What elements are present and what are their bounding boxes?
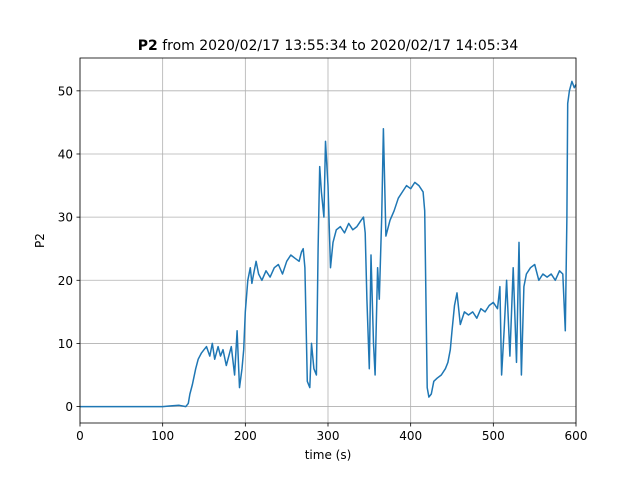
y-tick-label: 30 (58, 211, 73, 225)
title-bold: P2 (138, 38, 158, 54)
x-tick-label: 200 (234, 429, 257, 443)
title-rest: from 2020/02/17 13:55:34 to 2020/02/17 1… (158, 38, 519, 54)
x-tick-label: 100 (151, 429, 174, 443)
x-tick-label: 600 (565, 429, 588, 443)
y-axis-label: P2 (33, 233, 47, 248)
x-tick-label: 400 (399, 429, 422, 443)
grid (79, 58, 577, 423)
chart-title: P2 from 2020/02/17 13:55:34 to 2020/02/1… (138, 38, 519, 54)
y-tick-label: 0 (65, 400, 73, 414)
y-tick-label: 50 (58, 84, 73, 98)
x-tick-label: 300 (317, 429, 340, 443)
y-tick-label: 40 (58, 147, 73, 161)
series-layer (80, 80, 577, 408)
x-axis-label: time (s) (305, 448, 352, 462)
y-tick-label: 10 (58, 337, 73, 351)
series-line (80, 80, 577, 408)
x-tick-label: 0 (76, 429, 84, 443)
x-tick-label: 500 (482, 429, 505, 443)
axis-ticks: 0 100 200 300 400 500 600 0 10 20 30 40 50 (58, 84, 588, 443)
y-tick-label: 20 (58, 274, 73, 288)
